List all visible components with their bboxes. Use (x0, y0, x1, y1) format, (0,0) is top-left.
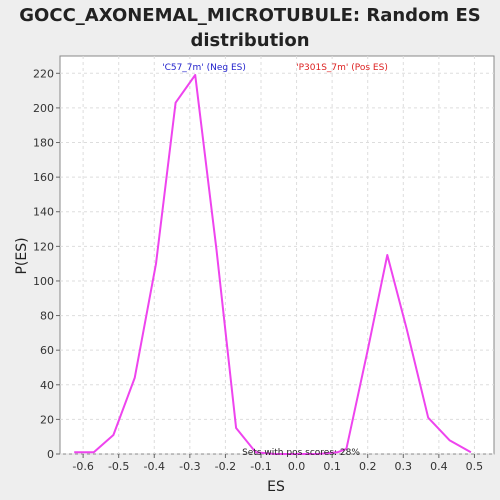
y-tick-label: 160 (33, 171, 54, 184)
series-layer (74, 74, 472, 455)
pos-scores-footer: Sets with pos scores: 28% (242, 448, 360, 458)
x-tick-label: -0.3 (179, 460, 200, 473)
y-tick-label: 0 (47, 448, 54, 461)
y-tick-label: 140 (33, 206, 54, 219)
x-tick-label: 0.4 (430, 460, 448, 473)
x-tick-label: 0.1 (323, 460, 341, 473)
x-axis-label: ES (267, 479, 285, 495)
y-tick-label: 80 (40, 310, 54, 323)
chart-title-line1: GOCC_AXONEMAL_MICROTUBULE: Random ES (19, 5, 480, 26)
es-distribution-line (74, 74, 472, 455)
x-tick-label: -0.4 (144, 460, 165, 473)
plot-area (59, 55, 495, 455)
y-tick-label: 180 (33, 137, 54, 150)
y-tick-label: 40 (40, 379, 54, 392)
neg-es-annotation: 'C57_7m' (Neg ES) (162, 63, 246, 73)
y-axis-label: P(ES) (14, 237, 30, 274)
pos-es-annotation: 'P301S_7m' (Pos ES) (296, 63, 388, 73)
y-tick-label: 220 (33, 67, 54, 80)
y-tick-label: 20 (40, 413, 54, 426)
x-tick-label: -0.1 (250, 460, 271, 473)
y-tick-label: 200 (33, 102, 54, 115)
y-tick-label: 120 (33, 240, 54, 253)
axis-ticks: 0 20 40 60 80 100 120 140 160 180 200 220 -0.6 -0.5 -0… (33, 67, 483, 473)
x-tick-label: 0.3 (395, 460, 413, 473)
x-tick-label: -0.2 (215, 460, 236, 473)
x-tick-label: 0.2 (359, 460, 377, 473)
x-tick-label: -0.6 (72, 460, 93, 473)
x-tick-label: 0.0 (288, 460, 306, 473)
y-tick-label: 100 (33, 275, 54, 288)
y-tick-label: 60 (40, 344, 54, 357)
chart-title-line2: distribution (190, 30, 309, 51)
x-tick-label: 0.5 (466, 460, 484, 473)
x-tick-label: -0.5 (108, 460, 129, 473)
